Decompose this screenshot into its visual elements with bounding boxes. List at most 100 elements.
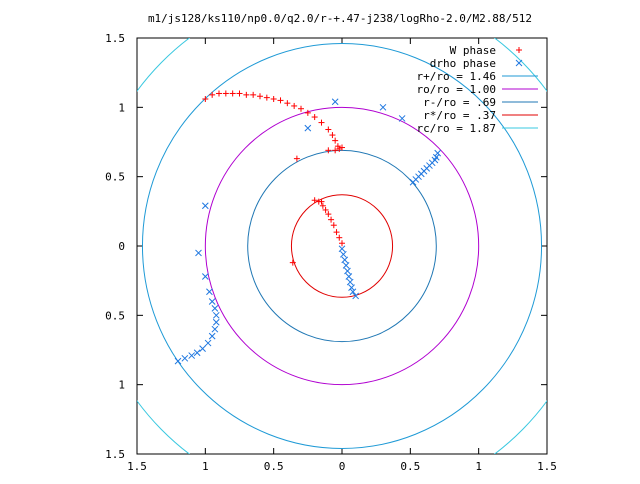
drho-phase-point: [342, 262, 350, 269]
w-phase-point: [339, 240, 345, 247]
drho-phase-point: [212, 311, 220, 319]
drho-phase-point: [193, 349, 201, 357]
drho-phase-point: [212, 318, 220, 326]
drho-phase-point: [201, 273, 209, 280]
w-phase-point: [318, 119, 325, 126]
w-phase-point: [298, 105, 304, 112]
chart-title: m1/js128/ks110/np0.0/q2.0/r-+.47-j238/lo…: [148, 12, 532, 25]
legend-label: ro/ro = 1.00: [417, 83, 496, 96]
drho-phase-point: [199, 345, 206, 352]
drho-phase-point: [409, 178, 417, 186]
w-phase-point: [325, 147, 332, 154]
drho-phase-point: [346, 278, 354, 286]
y-tick-label: 1.5: [105, 448, 125, 461]
circle-r-1: [204, 106, 480, 386]
y-tick-label: 1: [118, 101, 125, 114]
w-phase-point: [202, 96, 209, 103]
drho-phase-point: [352, 292, 360, 300]
drho-phase-point: [211, 325, 219, 333]
w-phase-point: [289, 259, 296, 266]
drho-phase-point: [181, 354, 189, 362]
y-tick-label: 1: [118, 379, 125, 392]
w-phase-point: [319, 202, 326, 209]
x-tick-label: 0.5: [400, 460, 420, 473]
y-tick-label: 0: [118, 240, 125, 253]
w-phase-point: [336, 145, 343, 152]
w-phase-point: [270, 96, 277, 103]
drho-phase-point: [345, 273, 353, 280]
x-tick-label: 0: [339, 460, 346, 473]
drho-phase-point: [341, 256, 349, 264]
w-phase-point: [250, 91, 257, 98]
w-phase-point: [339, 144, 345, 151]
drho-phase-point: [195, 249, 202, 257]
circle-r-1_46: [141, 43, 543, 449]
w-phase-point: [222, 90, 229, 97]
legend-marker: [516, 47, 522, 53]
drho-phase-point: [208, 298, 216, 305]
drho-phase-point: [338, 245, 346, 253]
w-phase-point: [243, 91, 250, 98]
w-phase-point: [329, 132, 336, 139]
w-phase-point: [333, 229, 340, 236]
legend-label: r*/ro = .37: [423, 109, 496, 122]
legend-label: rc/ro = 1.87: [417, 122, 496, 135]
w-phase-point: [311, 197, 318, 204]
drho-phase-point: [208, 332, 216, 340]
y-tick-label: 1.5: [105, 32, 125, 45]
drho-phase-point: [434, 149, 442, 157]
w-phase-point: [257, 93, 263, 100]
legend-label: r+/ro = 1.46: [417, 70, 496, 83]
drho-phase-point: [211, 305, 219, 312]
legend-label: W phase: [450, 44, 496, 57]
legend-label: drho phase: [430, 57, 496, 70]
w-phase-point: [209, 91, 216, 98]
w-phase-point: [334, 143, 341, 150]
circle-r-1_87: [137, 38, 547, 454]
w-phase-point: [311, 114, 318, 121]
drho-phase-point: [304, 124, 312, 132]
w-phase-point: [277, 97, 284, 104]
w-phase-point: [304, 109, 311, 116]
x-tick-label: 1.5: [127, 460, 147, 473]
w-phase-point: [229, 90, 236, 97]
drho-phase-point: [349, 288, 357, 296]
w-phase-point: [330, 222, 337, 229]
w-phase-point: [291, 102, 298, 109]
w-phase-point: [325, 126, 332, 133]
drho-phase-point: [340, 250, 347, 258]
drho-phase-point: [344, 267, 351, 275]
w-phase-point: [332, 147, 339, 154]
w-phase-point: [332, 137, 339, 144]
drho-phase-point: [348, 284, 355, 291]
circle-r-0_37: [290, 194, 394, 298]
x-tick-label: 1.5: [537, 460, 557, 473]
drho-phase-point: [398, 115, 406, 122]
w-phase-point: [263, 94, 270, 101]
drho-phase-point: [379, 103, 387, 111]
x-tick-label: 1: [475, 460, 482, 473]
w-phase-point: [293, 155, 300, 162]
drho-phase-point: [206, 288, 213, 296]
w-phase-point: [325, 211, 332, 218]
y-tick-label: 0.5: [105, 309, 125, 322]
x-tick-label: 1: [202, 460, 209, 473]
w-phase-point: [284, 100, 291, 107]
drho-phase-point: [174, 357, 182, 365]
y-tick-label: 0.5: [105, 171, 125, 184]
w-phase-point: [236, 90, 243, 97]
w-phase-point: [216, 90, 222, 97]
legend-marker: [515, 59, 523, 67]
x-tick-label: 0.5: [264, 460, 284, 473]
drho-phase-point: [331, 98, 339, 106]
drho-phase-point: [204, 339, 212, 347]
w-phase-point: [328, 216, 335, 223]
w-phase-point: [336, 234, 343, 241]
drho-phase-point: [201, 202, 209, 210]
drho-phase-point: [188, 352, 196, 359]
w-phase-point: [322, 206, 329, 213]
w-phase-point: [318, 198, 325, 205]
legend-label: r-/ro = .69: [423, 96, 496, 109]
